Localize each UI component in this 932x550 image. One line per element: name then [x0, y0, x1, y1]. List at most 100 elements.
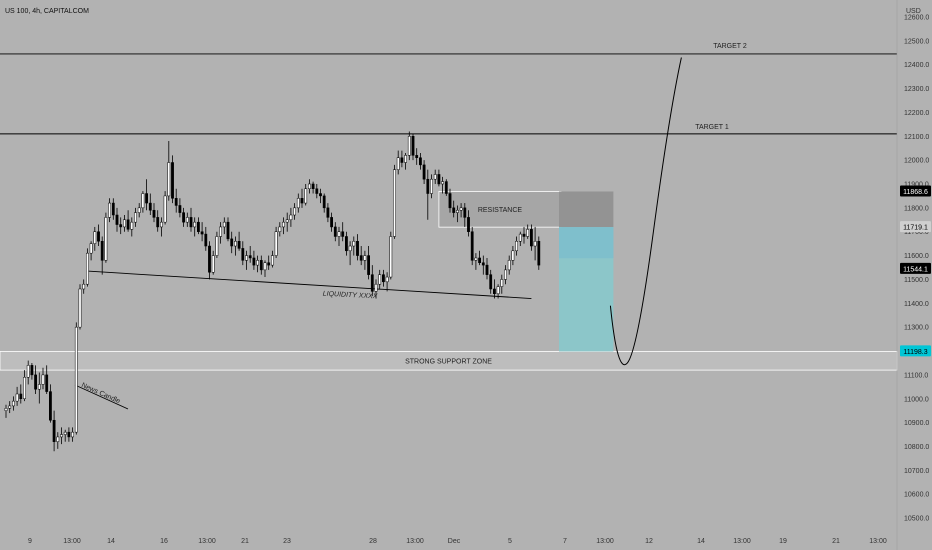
candle-body	[86, 252, 89, 285]
candle	[60, 427, 63, 445]
projection-curve	[609, 57, 682, 366]
candle-body	[378, 274, 382, 285]
candle	[289, 207, 293, 227]
candle	[45, 365, 49, 394]
price-tag-value: 11544.1	[903, 266, 928, 273]
y-tick-label: 12400.0	[904, 62, 929, 69]
candle	[100, 236, 104, 275]
candle-body	[326, 207, 330, 218]
candle	[322, 193, 326, 213]
candle	[330, 212, 334, 232]
candle	[230, 231, 234, 254]
candle-body	[481, 262, 485, 266]
candle	[71, 427, 74, 442]
candle	[134, 207, 137, 227]
candle	[274, 226, 278, 258]
candle	[49, 384, 52, 423]
candle	[319, 188, 322, 204]
candle-body	[219, 226, 222, 237]
candle	[448, 188, 452, 213]
candle-body	[341, 231, 345, 237]
candle-body	[422, 164, 426, 180]
candle	[430, 174, 433, 199]
candle-body	[78, 288, 82, 328]
axis-unit-label: USD	[906, 8, 921, 15]
candle	[500, 274, 504, 294]
candle	[367, 246, 371, 280]
candle-body	[60, 434, 63, 438]
y-tick-label: 10900.0	[904, 420, 929, 427]
candle-body	[4, 408, 8, 411]
candle	[396, 150, 400, 175]
candle	[444, 179, 448, 196]
candle	[407, 131, 411, 161]
candle-body	[197, 221, 200, 232]
candle	[296, 193, 300, 213]
candle-body	[363, 255, 367, 261]
candle	[82, 279, 86, 294]
candle-body	[156, 217, 160, 228]
candle-body	[56, 436, 60, 442]
candle	[41, 367, 45, 390]
candle-body	[370, 274, 374, 292]
candle-body	[263, 262, 267, 271]
candle	[304, 183, 308, 206]
y-tick-label: 11000.0	[904, 396, 929, 403]
candle-body	[259, 260, 263, 271]
x-tick-label: 19	[779, 538, 787, 545]
candle-body	[167, 162, 171, 197]
candle-body	[537, 241, 541, 266]
candles-layer	[4, 131, 541, 452]
y-tick-label: 10500.0	[904, 516, 929, 523]
candle-body	[293, 207, 297, 216]
candle-body	[163, 195, 167, 223]
candle	[456, 205, 459, 223]
candle	[174, 188, 178, 213]
candle-body	[71, 431, 74, 438]
y-tick-label: 12200.0	[904, 110, 929, 117]
candle	[537, 236, 541, 270]
candle-body	[444, 181, 448, 194]
candle-body	[160, 221, 163, 228]
candle-body	[448, 193, 452, 209]
candle-body	[474, 257, 478, 261]
price-tag-bg	[900, 185, 931, 197]
candle-body	[82, 283, 86, 290]
candle-body	[396, 157, 400, 170]
candle	[152, 203, 156, 223]
candle	[489, 269, 493, 294]
candle-body	[470, 231, 474, 261]
candle-body	[296, 198, 300, 209]
candle-body	[426, 178, 430, 194]
candle	[459, 203, 463, 218]
candle-body	[208, 245, 211, 273]
x-tick-label: 5	[508, 538, 512, 545]
y-tick-label: 11800.0	[904, 205, 929, 212]
y-axis[interactable]: 12600.0 12500.0 12400.0 12300.0 12200.0 12100…	[896, 0, 929, 550]
candle	[515, 236, 519, 256]
entry-zone-highlight	[559, 227, 614, 259]
candle	[259, 255, 263, 275]
candle-body	[222, 221, 226, 228]
candle	[285, 212, 289, 232]
candle-body	[34, 374, 38, 390]
candle-body	[274, 231, 278, 256]
candle	[204, 226, 208, 251]
candle	[93, 226, 97, 251]
candle-body	[489, 274, 493, 290]
price-tag: 11544.1	[900, 262, 931, 274]
candle	[30, 362, 34, 380]
candle	[189, 207, 193, 232]
candle-body	[45, 374, 49, 392]
candle-body	[41, 374, 45, 385]
candle	[26, 360, 30, 385]
candle-body	[400, 157, 404, 163]
candle	[226, 217, 230, 242]
x-axis[interactable]: 9 13:00 14 16 13:00 21 23 28 13:00 Dec 5 7 13:00 12 14…	[28, 538, 887, 545]
candle-body	[15, 393, 19, 402]
candle-body	[456, 209, 459, 213]
x-tick-label: 21	[241, 538, 249, 545]
y-tick-label: 11600.0	[904, 253, 929, 260]
